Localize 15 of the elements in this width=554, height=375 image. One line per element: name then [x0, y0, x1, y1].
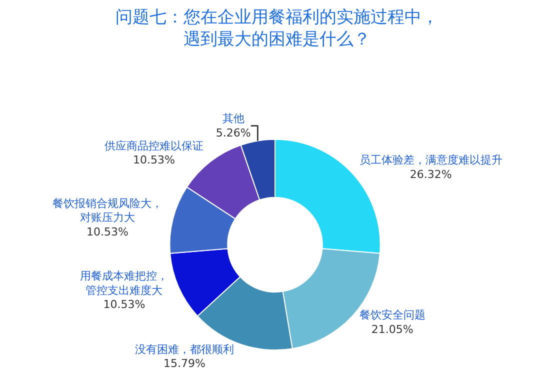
data-label: 21.05%	[371, 322, 414, 336]
slice-label: 其他	[222, 112, 244, 126]
slice-label: 用餐成本难把控，管控支出难度大	[80, 270, 168, 297]
data-label: 5.26%	[216, 126, 251, 140]
chart-title: 问题七：您在企业用餐福利的实施过程中，遇到最大的困难是什么？	[116, 8, 438, 50]
slice-label: 餐饮报销合规风险大，对账压力大	[52, 196, 163, 224]
slice-label: 供应商品控难以保证	[104, 139, 204, 152]
data-label: 10.53%	[103, 298, 146, 312]
slice-label: 没有困难，都很顺利	[135, 342, 234, 356]
slice-label: 员工体验差，满意度难以提升	[359, 153, 502, 166]
data-label: 15.79%	[164, 357, 206, 370]
data-label: 10.53%	[133, 154, 175, 167]
data-label: 26.32%	[410, 168, 452, 181]
slice-label: 餐饮安全问题	[359, 308, 426, 322]
data-label: 10.53%	[86, 225, 128, 238]
